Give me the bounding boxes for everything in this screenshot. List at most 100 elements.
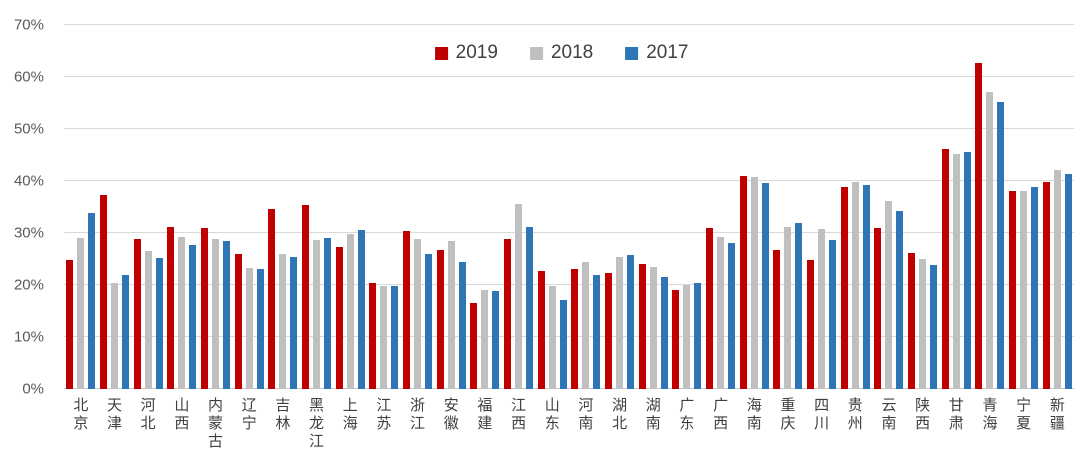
x-label-29: 新疆 bbox=[1040, 397, 1074, 451]
y-tick-label-40: 40% bbox=[13, 172, 44, 190]
bar-3-2019 bbox=[167, 227, 175, 389]
bar-15-2019 bbox=[571, 269, 579, 389]
bar-15-2018 bbox=[582, 261, 590, 389]
bar-24-2017 bbox=[896, 211, 904, 389]
x-label-text-18: 广东 bbox=[679, 397, 695, 432]
bar-group-13 bbox=[502, 25, 536, 389]
bar-17-2017 bbox=[660, 276, 668, 389]
bar-group-18 bbox=[670, 25, 704, 389]
bar-6-2018 bbox=[279, 254, 287, 389]
x-label-text-0: 北京 bbox=[73, 397, 89, 432]
bar-20-2019 bbox=[739, 175, 747, 389]
x-axis-labels: 北京天津河北山西 内蒙古 辽宁吉林 黑龙江 上海江苏浙江安徽福建江西山东河南湖北湖南广东… bbox=[64, 397, 1074, 451]
plot-area bbox=[64, 24, 1074, 389]
x-label-16: 湖北 bbox=[603, 397, 637, 451]
x-label-text-10: 浙江 bbox=[410, 397, 426, 432]
bar-group-9 bbox=[367, 25, 401, 389]
x-label-3: 山西 bbox=[165, 397, 199, 451]
x-label-text-16: 湖北 bbox=[612, 397, 628, 432]
x-label-25: 陕西 bbox=[906, 397, 940, 451]
bar-23-2017 bbox=[862, 184, 870, 389]
legend-item-2017: 2017 bbox=[625, 42, 689, 64]
x-label-2: 河北 bbox=[131, 397, 165, 451]
bar-16-2019 bbox=[605, 272, 613, 389]
bar-16-2018 bbox=[616, 257, 624, 389]
bar-26-2018 bbox=[952, 153, 960, 389]
x-label-27: 青海 bbox=[973, 397, 1007, 451]
x-label-text-9: 江苏 bbox=[376, 397, 392, 432]
bar-18-2019 bbox=[672, 290, 680, 389]
bar-18-2018 bbox=[683, 285, 691, 389]
x-label-8: 上海 bbox=[333, 397, 367, 451]
x-label-text-3: 山西 bbox=[174, 397, 190, 432]
bar-group-1 bbox=[98, 25, 132, 389]
gridline-50 bbox=[64, 128, 1074, 129]
x-label-text-26: 甘肃 bbox=[948, 397, 964, 432]
x-label-4: 内蒙古 bbox=[199, 397, 233, 451]
bar-0-2018 bbox=[77, 238, 85, 389]
bar-7-2017 bbox=[324, 238, 332, 389]
y-tick-label-20: 20% bbox=[13, 276, 44, 294]
x-label-text-12: 福建 bbox=[477, 397, 493, 432]
bar-group-24 bbox=[872, 25, 906, 389]
bar-8-2018 bbox=[346, 233, 354, 389]
bar-25-2018 bbox=[919, 259, 927, 389]
bar-group-10 bbox=[401, 25, 435, 389]
bar-0-2017 bbox=[88, 212, 96, 389]
bar-14-2017 bbox=[559, 300, 567, 389]
bar-26-2019 bbox=[941, 149, 949, 389]
legend: 2019 2018 2017 bbox=[434, 42, 689, 64]
bar-20-2018 bbox=[750, 177, 758, 389]
bar-10-2018 bbox=[414, 238, 422, 389]
x-label-text-14: 山东 bbox=[544, 397, 560, 432]
bar-group-20 bbox=[737, 25, 771, 389]
legend-label-2017: 2017 bbox=[646, 42, 689, 63]
bar-19-2019 bbox=[706, 227, 714, 389]
legend-label-2018: 2018 bbox=[550, 42, 594, 63]
gridline-40 bbox=[64, 180, 1074, 181]
bar-5-2017 bbox=[256, 268, 264, 389]
legend-swatch-2019-icon bbox=[434, 46, 448, 60]
bar-29-2019 bbox=[1042, 181, 1050, 389]
bar-group-5 bbox=[232, 25, 266, 389]
x-label-text-1: 天津 bbox=[107, 397, 123, 432]
bar-group-15 bbox=[569, 25, 603, 389]
x-label-text-13: 江西 bbox=[511, 397, 527, 432]
bar-1-2017 bbox=[122, 275, 129, 389]
x-label-18: 广东 bbox=[670, 397, 704, 451]
bar-group-25 bbox=[906, 25, 940, 389]
bar-18-2017 bbox=[694, 282, 702, 389]
x-label-text-2: 河北 bbox=[140, 397, 156, 432]
y-tick-label-30: 30% bbox=[13, 224, 44, 242]
bar-11-2017 bbox=[458, 262, 466, 389]
bar-24-2018 bbox=[885, 200, 893, 389]
bar-2-2019 bbox=[133, 239, 141, 389]
x-label-text-29: 新疆 bbox=[1049, 397, 1065, 432]
x-label-21: 重庆 bbox=[771, 397, 805, 451]
y-tick-label-0: 0% bbox=[22, 380, 44, 398]
bar-group-29 bbox=[1040, 25, 1074, 389]
bar-27-2018 bbox=[986, 91, 994, 389]
x-label-9: 江苏 bbox=[367, 397, 401, 451]
bar-4-2017 bbox=[223, 240, 231, 389]
bar-24-2019 bbox=[874, 228, 882, 389]
bar-28-2017 bbox=[1031, 187, 1039, 389]
bar-group-7 bbox=[300, 25, 334, 389]
legend-item-2019: 2019 bbox=[434, 42, 498, 64]
bar-17-2018 bbox=[649, 266, 657, 389]
x-label-1: 天津 bbox=[98, 397, 132, 451]
x-label-text-5: 辽宁 bbox=[241, 397, 257, 432]
bar-9-2019 bbox=[369, 283, 377, 389]
bar-group-26 bbox=[939, 25, 973, 389]
bar-1-2019 bbox=[100, 194, 107, 389]
bar-19-2017 bbox=[728, 242, 736, 389]
x-label-28: 宁夏 bbox=[1007, 397, 1041, 451]
gridline-70 bbox=[64, 24, 1074, 25]
legend-swatch-2017-icon bbox=[625, 46, 639, 60]
bar-25-2019 bbox=[908, 253, 916, 389]
y-tick-label-60: 60% bbox=[13, 68, 44, 86]
x-label-19: 广西 bbox=[704, 397, 738, 451]
y-axis: 0% 10% 20% 30% 40% 50% 60% 70% bbox=[0, 17, 56, 398]
bar-group-2 bbox=[131, 25, 165, 389]
